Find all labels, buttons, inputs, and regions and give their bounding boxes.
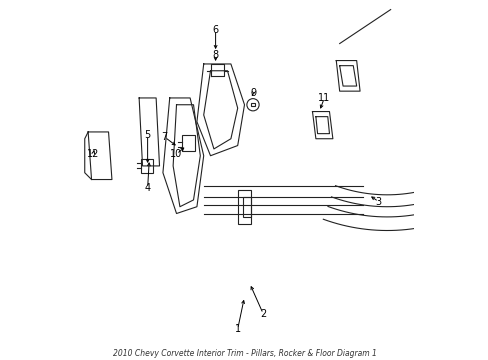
Text: 6: 6	[212, 25, 218, 35]
Bar	[141, 159, 152, 173]
Text: 7: 7	[161, 132, 167, 142]
Text: 4: 4	[144, 183, 150, 193]
Text: 8: 8	[212, 50, 218, 60]
Bar	[243, 197, 251, 217]
Text: 10: 10	[170, 149, 183, 159]
Text: 2: 2	[260, 309, 266, 319]
Bar	[250, 103, 255, 107]
Text: 9: 9	[249, 88, 256, 98]
Text: 1: 1	[234, 324, 240, 334]
Text: 11: 11	[318, 93, 330, 103]
Bar	[181, 135, 195, 150]
Text: 12: 12	[87, 149, 99, 159]
Text: 5: 5	[144, 130, 150, 140]
Text: 2010 Chevy Corvette Interior Trim - Pillars, Rocker & Floor Diagram 1: 2010 Chevy Corvette Interior Trim - Pill…	[112, 350, 376, 359]
Text: 3: 3	[375, 197, 381, 207]
Bar	[237, 190, 251, 224]
